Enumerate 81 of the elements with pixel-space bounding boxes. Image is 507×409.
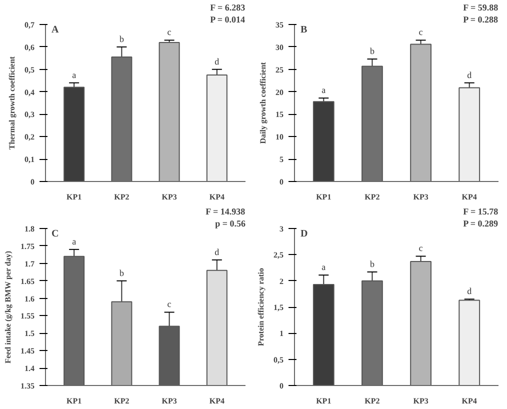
x-tick-label: KP2: [364, 192, 380, 202]
y-tick-label: 0,1: [24, 155, 34, 164]
annotation: d: [467, 286, 472, 296]
y-tick-label: 1.5: [24, 329, 34, 338]
y-tick-label: 10: [276, 132, 284, 142]
y-tick-label: 0,5: [24, 65, 34, 74]
x-tick-label: KP4: [209, 192, 224, 202]
y-tick-label: 2: [280, 276, 284, 286]
annotation: a: [72, 236, 76, 246]
y-tick-label: 35: [276, 20, 284, 30]
x-tick-label: KP3: [413, 396, 428, 406]
y-axis-title: Daily growth coefficient: [258, 62, 268, 144]
chart-title: B: [300, 24, 308, 36]
text: F = 14.938: [206, 206, 246, 216]
y-tick-label: 1.8: [24, 224, 34, 234]
x-tick-label: KP1: [316, 396, 332, 406]
y-axis-title: Protein efficiency ratio: [256, 268, 266, 346]
annotation: c: [167, 27, 172, 38]
y-tick-label: 0,5: [274, 355, 284, 364]
annotation: a: [72, 70, 76, 80]
x-tick-label: KP1: [316, 192, 332, 202]
y-tick-label: 0,7: [24, 20, 34, 30]
annotation: b: [119, 34, 124, 44]
x-tick-label: KP4: [462, 396, 477, 406]
x-tick-label: KP3: [162, 396, 177, 406]
y-tick-label: 0: [280, 382, 284, 390]
y-axis-title: Thermal growth coefficient: [8, 56, 16, 150]
annotation: d: [214, 246, 220, 257]
annotation: b: [119, 268, 124, 278]
text: F = 59.88: [463, 2, 499, 12]
annotation: P = 0.014: [210, 14, 246, 24]
y-tick-label: 1.75: [20, 242, 34, 251]
y-tick-label: 1.35: [20, 382, 34, 390]
y-tick-label: 1.6: [24, 294, 34, 304]
y-tick-label: 1.55: [20, 312, 34, 321]
annotation: P = 0.288: [463, 14, 499, 24]
y-tick-label: 1.7: [24, 259, 34, 268]
y-tick-label: 1.45: [20, 346, 34, 356]
y-tick-label: 20: [276, 88, 284, 97]
y-tick-label: 2,5: [274, 250, 284, 260]
y-tick-label: 0,6: [24, 42, 34, 52]
y-tick-label: 0: [30, 178, 34, 186]
x-tick-label: KP4: [209, 396, 224, 406]
x-tick-label: KP3: [413, 192, 428, 202]
annotation: d: [467, 70, 472, 80]
text: F = 15.78: [463, 206, 499, 216]
y-tick-label: 1.4: [24, 364, 34, 374]
y-tick-label: 0,2: [24, 132, 34, 142]
chart-title: D: [300, 228, 308, 240]
x-tick-label: KP1: [66, 192, 82, 202]
annotation: a: [322, 85, 326, 96]
x-tick-label: KP2: [114, 192, 130, 202]
annotation: b: [370, 46, 375, 56]
y-tick-label: 1,5: [274, 303, 284, 312]
text: F = 6.283: [210, 2, 246, 12]
annotation: P = 0.289: [463, 218, 499, 228]
annotation: a: [322, 262, 326, 272]
annotation: p = 0.56: [215, 218, 246, 228]
annotation: d: [214, 56, 220, 66]
x-tick-label: KP2: [114, 396, 130, 406]
y-tick-label: 15: [276, 110, 284, 120]
x-tick-label: KP3: [162, 192, 177, 202]
x-tick-label: KP2: [364, 396, 380, 406]
y-tick-label: 1.65: [20, 276, 34, 286]
y-tick-label: 25: [276, 65, 284, 74]
y-tick-label: 1: [280, 329, 284, 338]
x-tick-label: KP4: [462, 192, 477, 202]
y-tick-label: 5: [280, 155, 284, 164]
y-axis-title: Feed intake (g/kg BMW per day): [4, 250, 12, 364]
x-tick-label: KP1: [66, 396, 82, 406]
annotation: c: [167, 299, 172, 310]
annotation: c: [418, 243, 423, 254]
annotation: c: [418, 27, 423, 38]
y-tick-label: 0,4: [24, 88, 34, 97]
y-tick-label: 3: [280, 224, 284, 234]
chart-title: C: [52, 228, 59, 240]
y-tick-label: 0,3: [24, 110, 34, 120]
y-tick-label: 0: [280, 178, 284, 186]
chart-title: A: [52, 24, 60, 36]
y-tick-label: 30: [276, 42, 284, 52]
annotation: b: [370, 258, 375, 269]
